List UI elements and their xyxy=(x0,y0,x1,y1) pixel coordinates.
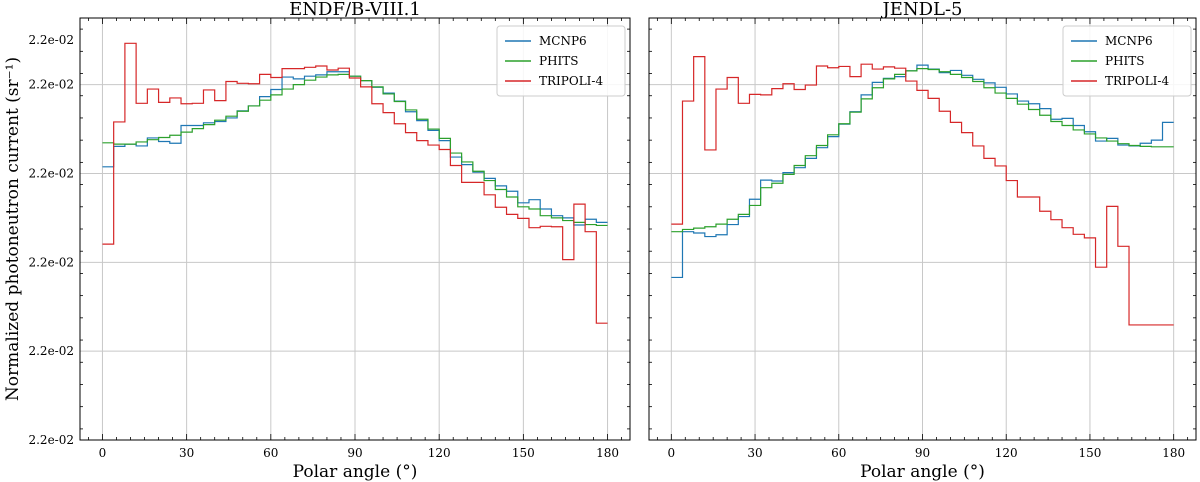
panel-1: 0 30 60 90 120 150 180 2.2e-02 2.2e-02 2.2e-02 2.2… xyxy=(3,0,631,482)
x-tick-label: 120 xyxy=(995,446,1018,460)
y-tick-label: 2.2e-02 xyxy=(28,78,74,92)
x-tick-label: 90 xyxy=(347,446,362,460)
legend: MCNP6 PHITS TRIPOLI-4 xyxy=(1062,25,1192,97)
legend-label: PHITS xyxy=(539,54,579,68)
x-tick-label: 120 xyxy=(428,446,451,460)
legend-label: TRIPOLI-4 xyxy=(1105,74,1169,88)
x-tick-label: 60 xyxy=(831,446,846,460)
series-phits xyxy=(671,68,1174,233)
legend-box xyxy=(496,25,626,97)
legend-label: MCNP6 xyxy=(1105,34,1153,48)
y-tick-label: 2.2e-02 xyxy=(28,33,74,47)
x-tick-label: 180 xyxy=(596,446,619,460)
x-tick-label: 0 xyxy=(668,446,676,460)
y-tick-label: 2.2e-02 xyxy=(28,433,74,447)
panel-2: 0 30 60 90 120 150 180 JENDL-5 Polar angle (°) MC… xyxy=(648,0,1197,482)
x-tick-label: 60 xyxy=(263,446,278,460)
legend-box xyxy=(1062,25,1192,97)
x-axis-label: Polar angle (°) xyxy=(860,462,985,482)
x-tick-label: 0 xyxy=(99,446,107,460)
x-tick-label: 180 xyxy=(1162,446,1185,460)
x-tick-label: 90 xyxy=(915,446,930,460)
y-tick-label: 2.2e-02 xyxy=(28,166,74,180)
series-tripoli-4 xyxy=(671,56,1174,326)
y-axis-label: Normalized photoneutron current (sr⁻¹) xyxy=(3,57,23,401)
y-tick-label: 2.2e-02 xyxy=(28,255,74,269)
x-axis-label: Polar angle (°) xyxy=(293,462,418,482)
y-tick-label: 2.2e-02 xyxy=(28,344,74,358)
x-tick-label: 150 xyxy=(1078,446,1101,460)
series-tripoli-4 xyxy=(102,42,608,324)
x-tick-label: 30 xyxy=(747,446,762,460)
chart-title: JENDL-5 xyxy=(880,0,962,20)
chart-title: ENDF/B-VIII.1 xyxy=(289,0,421,20)
legend: MCNP6 PHITS TRIPOLI-4 xyxy=(496,25,626,97)
legend-label: MCNP6 xyxy=(539,34,587,48)
series-mcnp6 xyxy=(671,64,1174,279)
x-tick-label: 150 xyxy=(512,446,535,460)
series-phits xyxy=(102,73,608,227)
legend-label: PHITS xyxy=(1105,54,1145,68)
x-tick-label: 30 xyxy=(179,446,194,460)
legend-label: TRIPOLI-4 xyxy=(539,74,603,88)
